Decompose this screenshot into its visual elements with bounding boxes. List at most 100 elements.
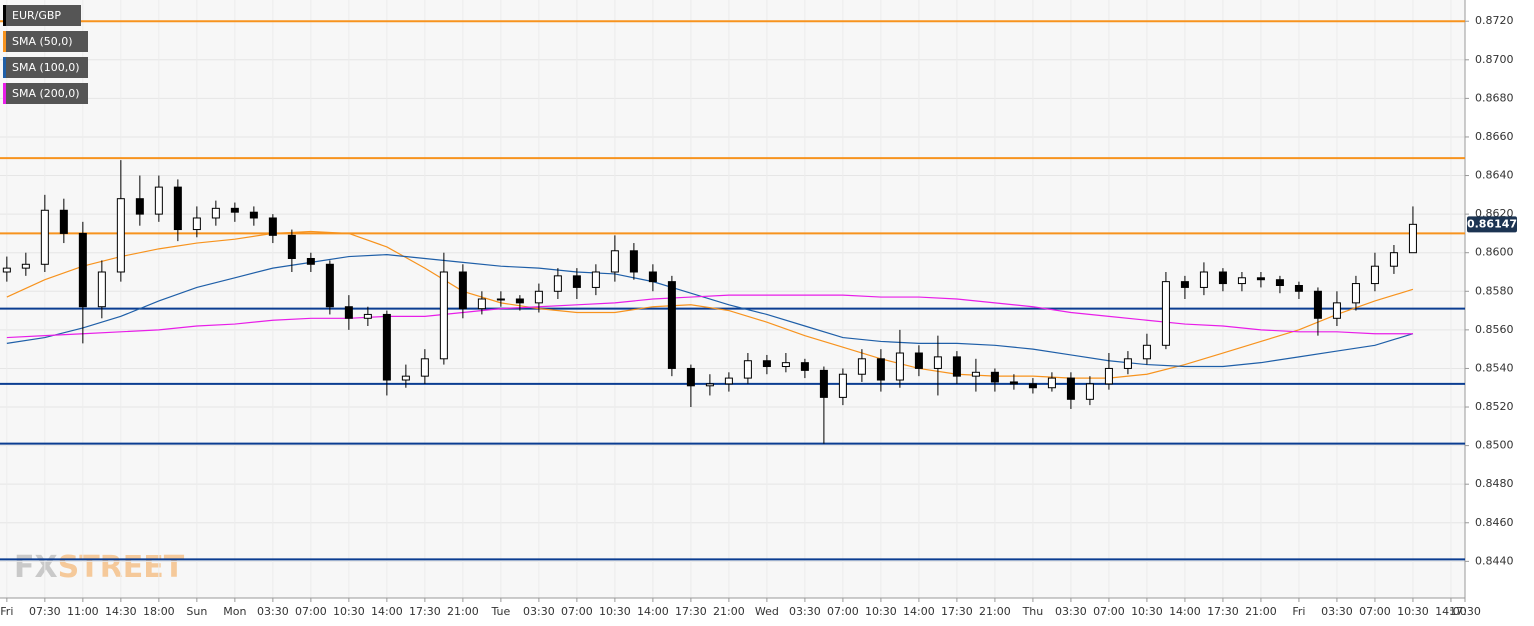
last-price-label: 0.86147	[1467, 217, 1517, 230]
x-tick-label: Wed	[755, 605, 779, 618]
y-tick-label: 0.8580	[1475, 284, 1514, 297]
candle-body	[610, 250, 619, 273]
x-tick-label: 03:30	[1321, 605, 1353, 618]
candle-body	[990, 371, 999, 383]
candle-body	[667, 281, 676, 369]
candle-body	[1009, 381, 1018, 385]
candle-body	[705, 383, 714, 387]
x-tick-label: 14:00	[637, 605, 669, 618]
candle-body	[21, 263, 30, 269]
candle-body	[249, 211, 258, 219]
x-tick-label: 14:30	[105, 605, 137, 618]
candle-body	[1218, 271, 1227, 285]
watermark-fx: FX	[14, 550, 58, 585]
candle-body	[59, 209, 68, 234]
x-tick-label: 03:30	[789, 605, 821, 618]
x-tick-label: 07:00	[295, 605, 327, 618]
legend-label: EUR/GBP	[12, 9, 61, 22]
x-tick-label: 21:00	[447, 605, 479, 618]
y-tick-label: 0.8500	[1475, 439, 1514, 452]
x-tick-label: 14:00	[903, 605, 935, 618]
candle-body	[1199, 271, 1208, 288]
legend-box	[3, 57, 88, 78]
candle-body	[648, 271, 657, 283]
plot-background	[0, 0, 1465, 598]
x-tick-label: 10:30	[599, 605, 631, 618]
legend-swatch	[3, 57, 6, 78]
candle-body	[1047, 377, 1056, 389]
x-tick-label: 10:30	[1397, 605, 1429, 618]
candle-body	[952, 356, 961, 377]
legend-box	[3, 31, 88, 52]
candle-body	[1256, 277, 1265, 281]
candle-body	[2, 267, 11, 273]
candle-body	[1294, 284, 1303, 292]
candle-body	[762, 360, 771, 368]
candle-body	[1275, 279, 1284, 286]
candle-body	[306, 257, 315, 265]
x-tick-label: 21:00	[1245, 605, 1277, 618]
y-tick-label: 0.8700	[1475, 53, 1514, 66]
y-tick-label: 0.8660	[1475, 130, 1514, 143]
candle-body	[686, 367, 695, 387]
x-tick-label: 14:00	[1169, 605, 1201, 618]
y-tick-label: 0.8640	[1475, 169, 1514, 182]
x-tick-label: Thu	[1022, 605, 1044, 618]
candle-body	[1028, 383, 1037, 389]
x-tick-label: 14:00	[371, 605, 403, 618]
y-tick-label: 0.8600	[1475, 246, 1514, 259]
sma-line	[6, 254, 1414, 368]
x-tick-label: 07:00	[1359, 605, 1391, 618]
last-price-box	[1467, 216, 1517, 233]
candle-body	[819, 369, 828, 398]
legend-swatch	[3, 83, 6, 104]
candle-body	[1066, 377, 1075, 400]
candle-body	[1351, 283, 1360, 304]
legend-label: SMA (200,0)	[12, 87, 80, 100]
candle-body	[363, 313, 372, 319]
sma-line	[6, 294, 1413, 339]
x-tick-label: Sun	[186, 605, 207, 618]
candle-body	[724, 377, 733, 385]
candle-body	[515, 298, 524, 304]
candle-body	[838, 373, 847, 398]
x-tick-label: 07:00	[827, 605, 859, 618]
x-tick-label: 14:00	[1435, 605, 1467, 618]
legend-swatch	[3, 5, 6, 26]
x-tick-label: 03:30	[1055, 605, 1087, 618]
candle-body	[800, 362, 809, 371]
candle-body	[78, 232, 87, 308]
x-tick-label: Mon	[223, 605, 246, 618]
candle-body	[1389, 252, 1398, 267]
x-tick-label: 03:30	[523, 605, 555, 618]
candle-body	[173, 186, 182, 231]
y-tick-label: 0.8520	[1475, 400, 1514, 413]
x-tick-label: 17:30	[1449, 605, 1481, 618]
candle-body	[287, 234, 296, 259]
candle-body	[895, 352, 904, 381]
legend-swatch	[3, 31, 6, 52]
y-tick-label: 0.8560	[1475, 323, 1514, 336]
candle-body	[97, 271, 106, 308]
candle-body	[1332, 302, 1341, 319]
candle-body	[933, 356, 942, 369]
candle-body	[344, 306, 353, 319]
candle-body	[192, 217, 201, 231]
candle-body	[1142, 344, 1151, 360]
candle-body	[781, 362, 790, 368]
y-tick-label: 0.8680	[1475, 91, 1514, 104]
legend-box	[3, 5, 81, 26]
candle-body	[743, 360, 752, 379]
candle-body	[154, 186, 163, 215]
candle-body	[496, 298, 505, 301]
candle-body	[1370, 265, 1379, 285]
x-tick-label: 03:30	[257, 605, 289, 618]
candle-body	[211, 207, 220, 219]
x-tick-label: 11:00	[67, 605, 99, 618]
candle-body	[382, 313, 391, 381]
candle-body	[420, 358, 429, 377]
legend-box	[3, 83, 88, 104]
candle-body	[553, 275, 562, 292]
candle-body	[1313, 290, 1322, 319]
candle-body	[477, 298, 486, 310]
